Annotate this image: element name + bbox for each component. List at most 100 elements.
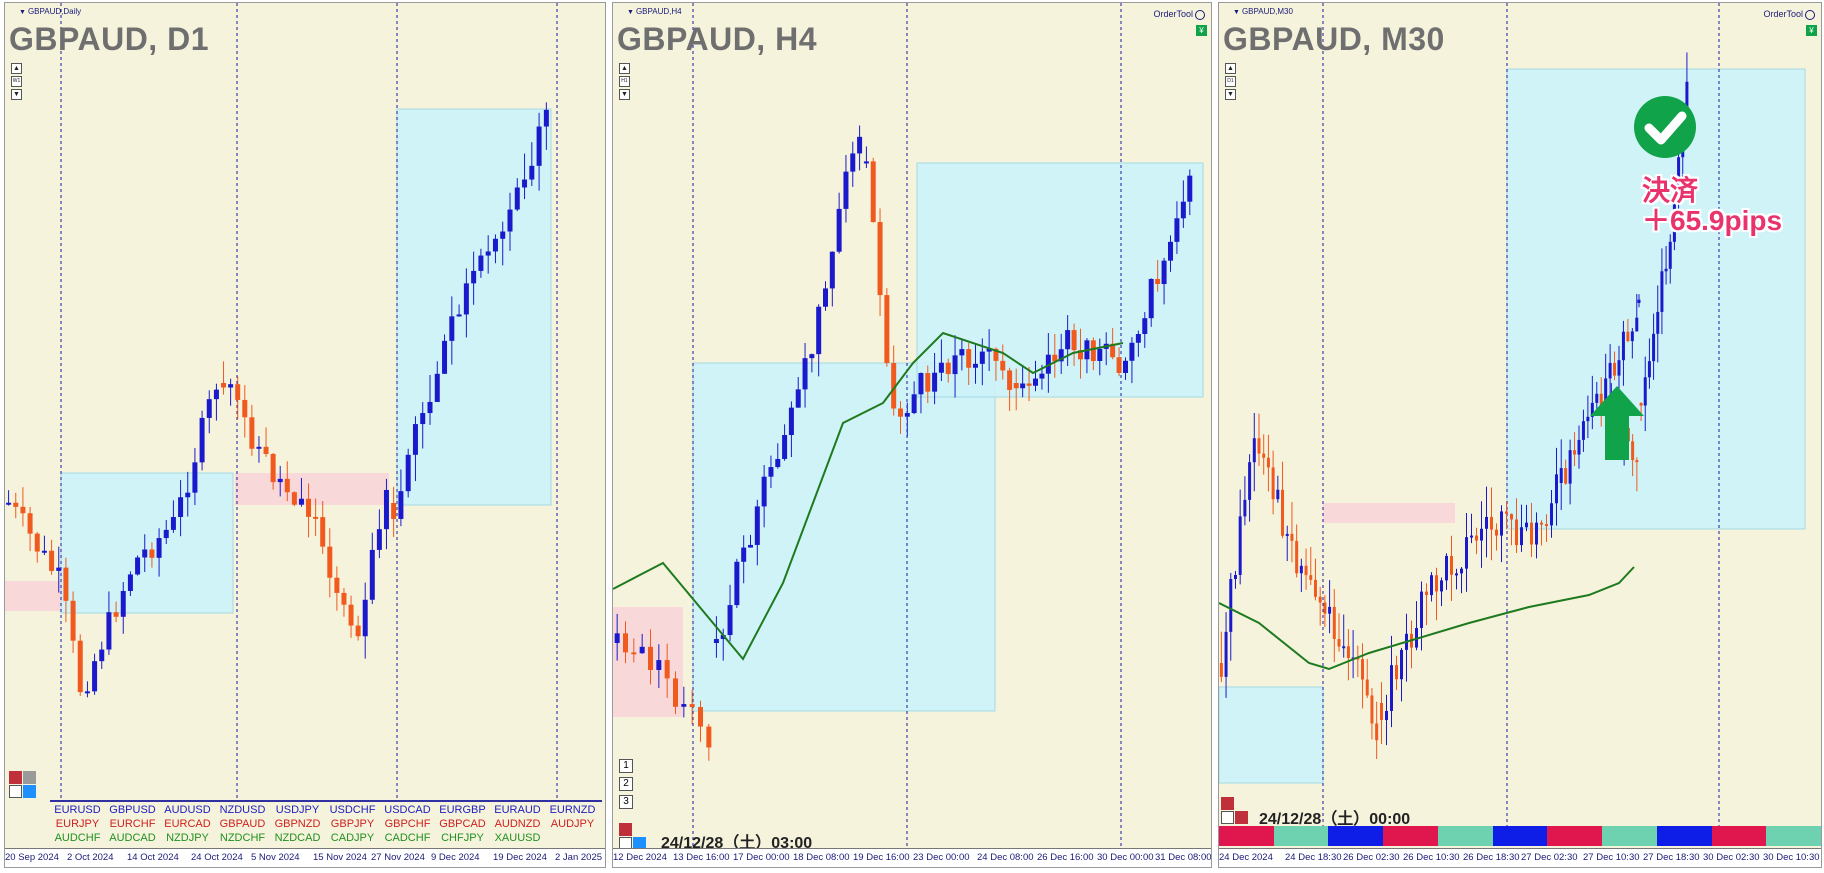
h4-x-axis: 12 Dec 2024 13 Dec 16:00 17 Dec 00:00 18 De… bbox=[613, 848, 1211, 867]
scroll-up-button[interactable]: ▲ bbox=[619, 63, 630, 74]
chart-panel-m30[interactable]: ▼ GBPAUD,M30 GBPAUD, M30 OrderTool ¥ ▲ D1… bbox=[1218, 2, 1822, 868]
h4-candle bbox=[673, 678, 678, 707]
h4-green-toggle[interactable]: ¥ bbox=[1196, 25, 1207, 36]
d1-camera-icon[interactable] bbox=[9, 785, 22, 798]
currency-pair-link[interactable]: EURCAD bbox=[164, 818, 211, 830]
h4-candle bbox=[1129, 342, 1135, 361]
m30-candle bbox=[1318, 596, 1322, 603]
h4-candle bbox=[1168, 241, 1173, 261]
d1-candle bbox=[383, 489, 389, 530]
scroll-down-button[interactable]: ▼ bbox=[1225, 89, 1236, 100]
m30-candle bbox=[1550, 503, 1553, 526]
h4-candle bbox=[966, 349, 972, 368]
d1-plot-area[interactable] bbox=[5, 3, 606, 868]
currency-pair-link[interactable]: AUDJPY bbox=[550, 818, 595, 830]
x-tick-label: 23 Dec 00:00 bbox=[913, 852, 970, 863]
currency-pair-link[interactable]: EURCHF bbox=[109, 818, 156, 830]
scroll-up-button[interactable]: ▲ bbox=[1225, 63, 1236, 74]
range-box-blue bbox=[60, 472, 234, 614]
pairs-row-blue[interactable]: EURUSD GBPUSD AUDUSD NZDUSD USDJPY USDCHF USDC… bbox=[50, 804, 600, 816]
m30-candle bbox=[1304, 565, 1308, 576]
pairs-row-red[interactable]: EURJPY EURCHF EURCAD GBPAUD GBPNZD GBPJPY GBPC… bbox=[50, 818, 600, 830]
h4-candle bbox=[1020, 383, 1026, 389]
currency-pair-link[interactable]: USDCAD bbox=[384, 804, 431, 816]
currency-pair-link[interactable]: EURJPY bbox=[55, 818, 100, 830]
currency-pair-link[interactable]: EURAUD bbox=[494, 804, 541, 816]
currency-pair-link[interactable]: AUDCHF bbox=[54, 832, 101, 844]
timeframe-button[interactable]: D1 bbox=[1225, 76, 1236, 87]
range-box-blue bbox=[1219, 686, 1324, 784]
currency-pairs-grid[interactable]: EURUSD GBPUSD AUDUSD NZDUSD USDJPY USDCHF USDC… bbox=[50, 800, 602, 846]
m30-red-button[interactable] bbox=[1235, 811, 1248, 824]
scroll-up-button[interactable]: ▲ bbox=[11, 63, 22, 74]
currency-pair-link[interactable]: GBPJPY bbox=[330, 818, 375, 830]
currency-pair-link[interactable]: GBPUSD bbox=[109, 804, 156, 816]
currency-pair-link[interactable]: GBPAUD bbox=[219, 818, 266, 830]
d1-x-axis: 20 Sep 2024 2 Oct 2024 14 Oct 2024 24 Oct 2… bbox=[5, 848, 605, 867]
h4-blue-button[interactable] bbox=[633, 837, 646, 850]
currency-pair-link[interactable]: AUDUSD bbox=[164, 804, 211, 816]
m30-red-minimize-button[interactable] bbox=[1221, 797, 1234, 810]
m30-candle bbox=[1480, 528, 1483, 541]
currency-pair-link[interactable]: GBPNZD bbox=[274, 818, 321, 830]
m30-candle bbox=[1635, 460, 1639, 463]
m30-chart-title: GBPAUD, M30 bbox=[1223, 21, 1445, 57]
d1-candle bbox=[391, 503, 397, 519]
period-button-1[interactable]: 1 bbox=[619, 759, 633, 773]
currency-pair-link[interactable]: AUDNZD bbox=[494, 818, 541, 830]
timeframe-button[interactable]: H1 bbox=[619, 76, 630, 87]
m30-candle bbox=[1299, 565, 1303, 574]
m30-camera-icon[interactable] bbox=[1221, 811, 1234, 824]
d1-candle bbox=[341, 592, 347, 605]
chart-panel-d1[interactable]: ▼ GBPAUD,Daily GBPAUD, D1 ▲ W1 ▼ 20 Sep 2… bbox=[4, 2, 606, 868]
currency-pair-link[interactable]: AUDCAD bbox=[109, 832, 156, 844]
currency-pair-link[interactable]: NZDCHF bbox=[219, 832, 266, 844]
m30-candle bbox=[1224, 631, 1228, 677]
d1-blue-button[interactable] bbox=[23, 785, 36, 798]
currency-pair-link[interactable]: EURGBP bbox=[439, 804, 486, 816]
currency-pair-link[interactable]: USDJPY bbox=[275, 804, 320, 816]
d1-grey-button[interactable] bbox=[23, 771, 36, 784]
period-button-2[interactable]: 2 bbox=[619, 777, 633, 791]
currency-pair-link[interactable]: NZDUSD bbox=[219, 804, 266, 816]
currency-pair-link[interactable]: NZDCAD bbox=[274, 832, 321, 844]
session-color-block bbox=[1437, 826, 1493, 846]
currency-pair-link[interactable]: CADCHF bbox=[384, 832, 431, 844]
currency-pair-link[interactable]: CADJPY bbox=[330, 832, 375, 844]
m30-plot-area[interactable] bbox=[1219, 3, 1822, 868]
currency-pair-link[interactable]: NZDJPY bbox=[166, 832, 209, 844]
h4-candle bbox=[843, 171, 849, 209]
h4-candle bbox=[1000, 360, 1006, 371]
h4-ordertool-button[interactable]: OrderTool bbox=[1153, 9, 1205, 20]
d1-candle bbox=[13, 502, 19, 507]
h4-candle bbox=[782, 435, 788, 459]
currency-pair-link[interactable]: GBPCAD bbox=[439, 818, 486, 830]
currency-pair-link[interactable]: CHFJPY bbox=[441, 832, 484, 844]
m30-ordertool-button[interactable]: OrderTool bbox=[1763, 9, 1815, 20]
m30-candle bbox=[1500, 511, 1503, 536]
d1-candle bbox=[327, 546, 333, 578]
currency-pair-link[interactable]: USDCHF bbox=[329, 804, 376, 816]
m30-candle bbox=[1262, 453, 1266, 458]
scroll-down-button[interactable]: ▼ bbox=[619, 89, 630, 100]
m30-candle bbox=[1276, 489, 1280, 500]
m30-candle bbox=[1595, 393, 1599, 403]
currency-pair-link[interactable]: XAUUSD bbox=[494, 832, 541, 844]
h4-plot-area[interactable] bbox=[613, 3, 1212, 868]
d1-red-minimize-button[interactable] bbox=[9, 771, 22, 784]
currency-pair-link[interactable]: GBPCHF bbox=[384, 818, 431, 830]
chart-panel-h4[interactable]: ▼ GBPAUD,H4 GBPAUD, H4 OrderTool ¥ ▲ H1 ▼… bbox=[612, 2, 1212, 868]
x-tick-label: 17 Dec 00:00 bbox=[733, 852, 790, 863]
x-tick-label: 26 Dec 02:30 bbox=[1343, 852, 1400, 863]
timeframe-button[interactable]: W1 bbox=[11, 76, 22, 87]
period-button-3[interactable]: 3 bbox=[619, 795, 633, 809]
d1-candle bbox=[369, 549, 375, 600]
currency-pair-link[interactable]: EURUSD bbox=[54, 804, 101, 816]
currency-pair-link[interactable]: EURNZD bbox=[549, 804, 596, 816]
m30-green-toggle[interactable]: ¥ bbox=[1806, 25, 1817, 36]
h4-red-minimize-button[interactable] bbox=[619, 823, 632, 836]
pairs-row-green[interactable]: AUDCHF AUDCAD NZDJPY NZDCHF NZDCAD CADJPY CADC… bbox=[50, 832, 545, 844]
m30-candle bbox=[1635, 317, 1639, 332]
d1-candle bbox=[127, 574, 133, 591]
scroll-down-button[interactable]: ▼ bbox=[11, 89, 22, 100]
